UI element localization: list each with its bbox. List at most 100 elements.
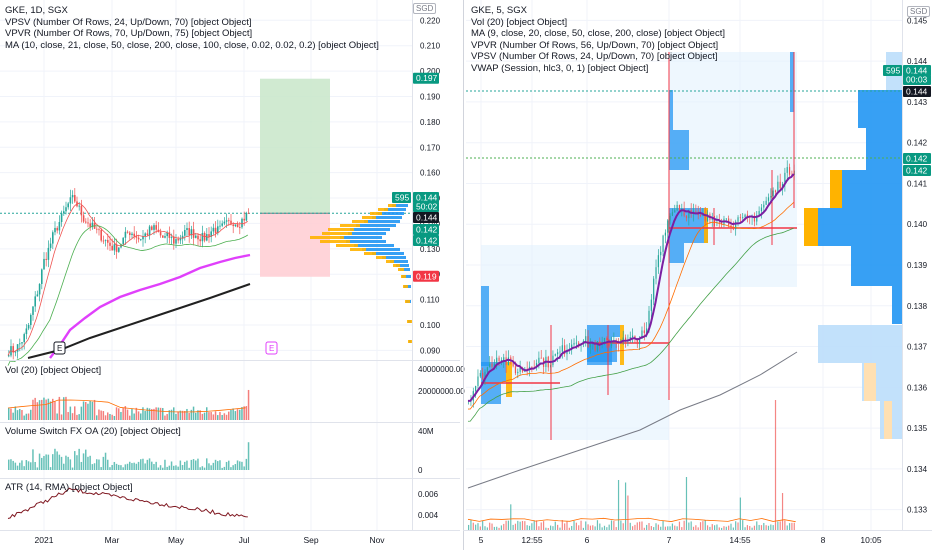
left-price-tick: 0.130 bbox=[420, 245, 441, 254]
right-candle bbox=[779, 181, 781, 189]
right-candle bbox=[763, 204, 765, 208]
left-vol-label[interactable]: Vol (20) [object Object] bbox=[5, 365, 102, 376]
left-countdown-badge-bg bbox=[413, 202, 439, 212]
left-candle bbox=[212, 227, 215, 232]
right-vol-bar bbox=[784, 520, 786, 530]
left-vsw-bar bbox=[25, 460, 28, 470]
right-legend-vwap[interactable]: VWAP (Session, hlc3, 0, 1) [object Objec… bbox=[471, 62, 649, 74]
right-vol-bar bbox=[683, 520, 685, 530]
right-legend-vol[interactable]: Vol (20) [object Object] bbox=[471, 16, 568, 28]
left-last-badge-bg bbox=[413, 192, 439, 203]
left-vsw-bar bbox=[225, 461, 228, 470]
left-vsw-bar bbox=[192, 459, 195, 470]
left-candle bbox=[69, 197, 72, 204]
left-vsw-bar bbox=[212, 462, 215, 470]
right-close-badge-bg bbox=[903, 86, 931, 97]
left-legend-vpvr[interactable]: VPVR (Number Of Rows, 70, Up/Down, 75) [… bbox=[5, 28, 253, 39]
left-vol-bar bbox=[115, 407, 118, 420]
right-vol-bar bbox=[468, 524, 470, 530]
right-vol-bar bbox=[547, 527, 549, 530]
right-ma2-badge-bg bbox=[903, 165, 931, 176]
right-vol-bar bbox=[542, 521, 545, 530]
left-last-badge: 0.144 bbox=[416, 193, 438, 203]
left-vol-bar bbox=[82, 401, 85, 420]
left-vol-bar bbox=[157, 407, 160, 420]
right-vol-bar bbox=[641, 521, 643, 530]
right-price-tick: 0.139 bbox=[907, 261, 928, 270]
left-candle bbox=[164, 236, 166, 238]
right-candle bbox=[688, 209, 690, 219]
left-vsw-bar bbox=[82, 453, 85, 470]
left-vsw-bar bbox=[184, 461, 186, 470]
left-candle bbox=[36, 294, 39, 297]
right-vol-bar bbox=[662, 520, 664, 530]
left-candle bbox=[177, 239, 179, 241]
right-candle bbox=[629, 337, 631, 340]
left-candle bbox=[122, 237, 124, 245]
right-candle bbox=[650, 299, 652, 311]
left-vol-ma bbox=[7, 399, 246, 413]
right-candle bbox=[664, 232, 666, 236]
left-vsw-bar bbox=[162, 467, 164, 470]
left-candle bbox=[21, 342, 23, 344]
left-atr-label[interactable]: ATR (14, RMA) [object Object] bbox=[5, 482, 133, 493]
right-candle bbox=[784, 172, 786, 184]
left-price-tick: 0.090 bbox=[420, 346, 441, 355]
right-candle bbox=[639, 338, 641, 345]
right-vol-bar bbox=[763, 522, 765, 530]
left-candles bbox=[8, 188, 250, 360]
right-close-badge: 0.144 bbox=[906, 87, 928, 97]
right-vol-bar bbox=[531, 523, 533, 530]
left-vsw-label[interactable]: Volume Switch FX OA (20) [object Object] bbox=[5, 426, 181, 437]
left-candle bbox=[168, 232, 171, 238]
left-candle bbox=[232, 224, 234, 227]
left-vp-down-bar bbox=[310, 236, 344, 239]
right-vol-bar bbox=[678, 521, 681, 530]
right-candle bbox=[753, 215, 756, 222]
left-vol-bar bbox=[122, 408, 124, 420]
right-vol-bar bbox=[475, 524, 477, 530]
left-legend-vpsv[interactable]: VPSV (Number Of Rows, 24, Up/Down, 70) [… bbox=[5, 16, 252, 28]
right-vol-bar bbox=[788, 523, 791, 530]
right-vol-bar bbox=[510, 504, 512, 530]
left-vol-tick: 20000000.00 bbox=[418, 387, 465, 396]
right-vol-bar bbox=[482, 520, 484, 530]
right-vol-bar bbox=[749, 526, 751, 530]
left-candle bbox=[45, 258, 47, 260]
right-candle bbox=[510, 357, 512, 361]
right-currency-button[interactable]: SGD bbox=[907, 6, 931, 17]
left-vol-bar bbox=[124, 406, 127, 420]
right-candle bbox=[589, 343, 592, 348]
left-candle bbox=[188, 228, 190, 236]
right-legend-vpsv[interactable]: VPSV (Number Of Rows, 24, Up/Down, 70) [… bbox=[471, 51, 718, 62]
left-candle bbox=[214, 227, 217, 234]
right-candle bbox=[624, 337, 627, 341]
left-ma-21 bbox=[7, 225, 249, 366]
left-candle bbox=[247, 213, 250, 214]
left-candle bbox=[100, 230, 102, 241]
left-candle bbox=[223, 221, 226, 224]
right-legend-vpvr[interactable]: VPVR (Number Of Rows, 56, Up/Down, 70) [… bbox=[471, 39, 719, 51]
left-time-tick: Mar bbox=[105, 535, 120, 545]
left-vp-down-bar bbox=[322, 232, 352, 235]
left-legend-ma[interactable]: MA (10, close, 21, close, 50, close, 200… bbox=[5, 39, 379, 51]
right-vol-bar bbox=[791, 522, 793, 530]
right-candle bbox=[716, 221, 718, 223]
right-candle bbox=[721, 222, 723, 225]
left-vsw-bar bbox=[223, 466, 226, 470]
right-vol-bar bbox=[716, 524, 718, 530]
right-candle bbox=[669, 215, 671, 221]
right-legend-ma[interactable]: MA (9, close, 20, close, 50, close, 200,… bbox=[471, 28, 725, 39]
left-vsw-bar bbox=[159, 465, 162, 470]
left-vol-bar bbox=[109, 413, 111, 420]
right-candle bbox=[601, 341, 603, 344]
left-vol-bar bbox=[111, 414, 113, 420]
left-vsw-bar bbox=[142, 458, 144, 470]
left-vol-bar bbox=[188, 413, 190, 420]
left-vp-up-bar bbox=[372, 216, 402, 219]
left-currency-button[interactable]: SGD bbox=[413, 3, 437, 14]
right-vol-count-badge: 595 bbox=[886, 66, 900, 76]
left-vsw-bar bbox=[16, 465, 19, 470]
left-vol-bar bbox=[155, 407, 157, 420]
left-candle bbox=[142, 236, 144, 240]
